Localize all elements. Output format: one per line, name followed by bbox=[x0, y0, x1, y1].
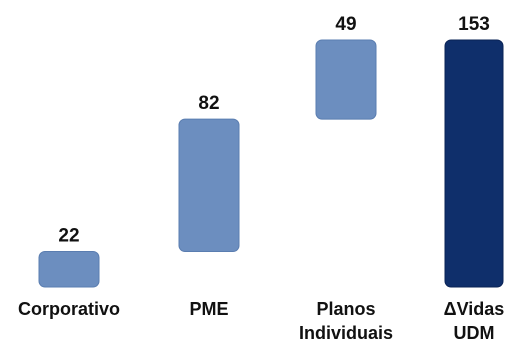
category-label: Individuais bbox=[299, 323, 393, 343]
category-label: Planos bbox=[316, 299, 375, 319]
category-labels-layer: Corporativo PME Planos Individuais ΔVidas UDM bbox=[18, 299, 504, 343]
category-label: ΔVidas bbox=[444, 299, 505, 319]
bar-value-label: 22 bbox=[58, 226, 79, 247]
increment-bar bbox=[38, 251, 100, 288]
increment-bar bbox=[315, 39, 377, 120]
bars-layer bbox=[38, 39, 504, 288]
increment-bar bbox=[178, 118, 240, 252]
bar-value-label: 82 bbox=[198, 93, 219, 114]
category-label: UDM bbox=[454, 323, 495, 343]
bar-value-label: 153 bbox=[458, 14, 490, 35]
category-label: Corporativo bbox=[18, 299, 120, 319]
value-labels-layer: 22 82 49 153 bbox=[58, 14, 489, 247]
total-bar bbox=[444, 39, 504, 288]
category-label: PME bbox=[189, 299, 228, 319]
bar-value-label: 49 bbox=[335, 14, 356, 35]
